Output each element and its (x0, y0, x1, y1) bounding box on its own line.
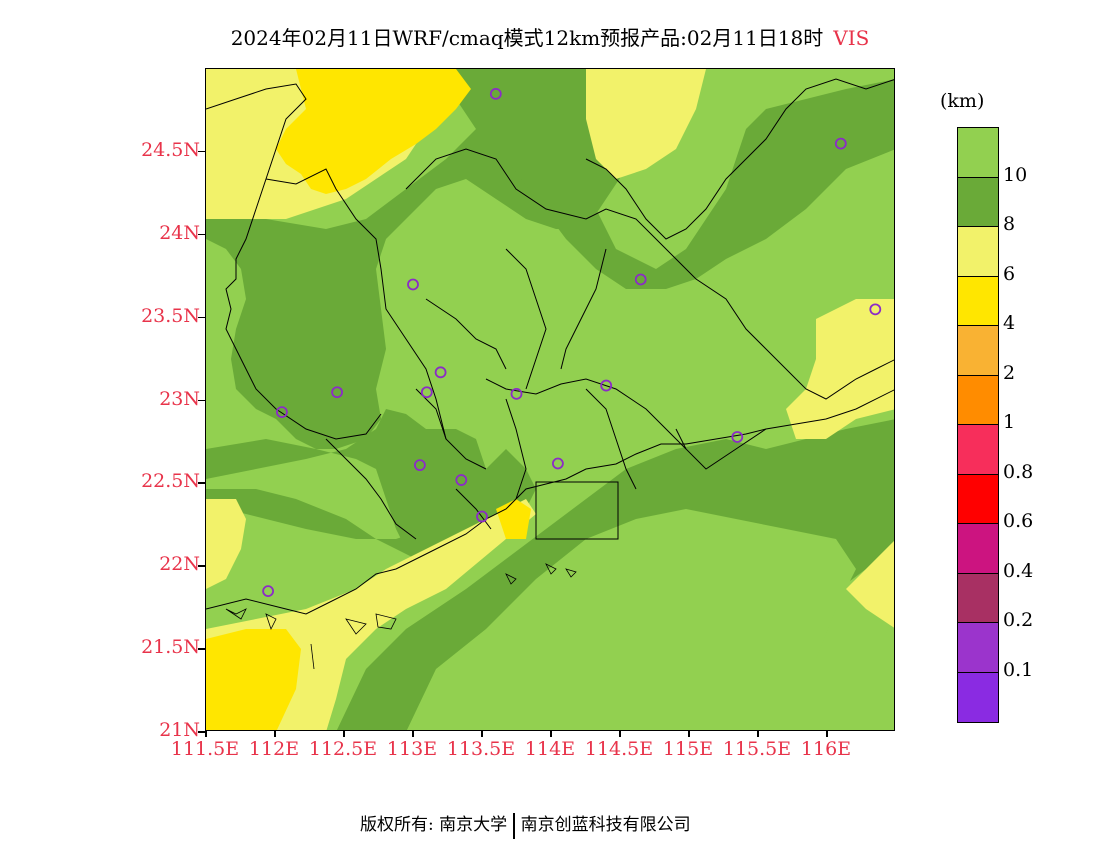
footer-separator (513, 812, 515, 839)
station-marker (634, 273, 647, 286)
colorbar-label: 0.8 (1003, 460, 1034, 483)
coastline (206, 389, 894, 615)
lon-tick (274, 731, 276, 737)
lon-tick (550, 731, 552, 737)
station-marker (455, 474, 468, 486)
colorbar-label: 8 (1003, 213, 1016, 235)
colorbar-segment (958, 623, 998, 673)
lat-tick (198, 731, 205, 733)
lat-label: 23N (159, 387, 200, 410)
colorbar-segment (958, 425, 998, 475)
station-marker (869, 303, 882, 316)
lat-label: 24N (159, 221, 200, 244)
lon-tick (619, 731, 621, 737)
colorbar-segment (958, 128, 998, 178)
lon-tick (757, 731, 759, 737)
lat-tick (198, 399, 205, 401)
company-name: 南京创蓝科技有限公司 (520, 815, 691, 835)
station-marker (551, 457, 564, 470)
station-marker (834, 137, 847, 150)
lon-tick (826, 731, 828, 737)
colorbar-segment (958, 177, 998, 227)
station-marker (276, 406, 288, 419)
copyright-footer: 版权所有: 南京大学 南京创蓝科技有限公司 (360, 810, 691, 839)
vis-band-6-8-west (206, 499, 246, 589)
lon-label: 115.5E (722, 738, 792, 760)
lon-label: 116E (800, 738, 852, 760)
colorbar-label: 4 (1003, 312, 1016, 334)
station-marker (489, 87, 502, 100)
vis-band-8-10-north (456, 69, 894, 289)
lat-tick (198, 482, 205, 484)
lon-label: 113E (386, 738, 438, 760)
colorbar-segment (958, 573, 998, 623)
islands (225, 563, 577, 670)
station-marker (510, 387, 523, 400)
lat-label: 21.5N (141, 636, 200, 659)
lat-tick (198, 150, 205, 153)
vis-patch-gt10-sea (406, 509, 856, 730)
lat-tick (198, 316, 205, 319)
colorbar-unit: (km) (940, 90, 985, 112)
colorbar-segment (958, 326, 998, 376)
colorbar-segment (958, 474, 998, 524)
station-marker (476, 510, 488, 523)
colorbar-segment (958, 375, 998, 425)
vis-band-4-6-coast (496, 499, 531, 539)
monitoring-stations (262, 87, 882, 598)
station-marker (262, 585, 274, 598)
lat-tick (198, 233, 205, 236)
lon-tick (412, 731, 414, 737)
lat-label: 23.5N (141, 304, 200, 327)
lon-tick (205, 731, 207, 737)
colorbar-label: 2 (1003, 361, 1016, 384)
colorbar-segment (958, 524, 998, 574)
station-marker (413, 459, 426, 472)
lat-label: 24.5N (141, 138, 200, 161)
vis-band-8-10-sw (206, 409, 506, 549)
lon-label: 112.5E (308, 738, 378, 760)
lon-label: 113.5E (446, 738, 516, 760)
lat-label: 22.5N (141, 470, 200, 493)
lon-tick (481, 731, 483, 737)
station-marker (600, 379, 613, 392)
colorbar-label: 1 (1003, 411, 1016, 433)
lon-tick (343, 731, 345, 737)
chart-title: 2024年02月11日WRF/cmaq模式12km预报产品:02月11日18时 V… (0, 22, 1100, 51)
colorbar-segment (958, 227, 998, 277)
lat-tick (198, 565, 205, 567)
lat-label: 22N (159, 553, 200, 576)
station-marker (407, 278, 419, 291)
lon-tick (688, 731, 690, 737)
lon-label: 114.5E (584, 738, 654, 760)
lon-label: 115E (662, 738, 714, 760)
station-marker (420, 386, 433, 399)
visibility-map (205, 68, 895, 731)
lat-tick (198, 648, 205, 650)
title-text: 2024年02月11日WRF/cmaq模式12km预报产品:02月11日18时 (230, 26, 824, 50)
station-marker (434, 366, 447, 379)
vis-band-6-8-ne (586, 69, 706, 179)
colorbar-label: 6 (1003, 262, 1016, 285)
lat-label: 21N (159, 719, 200, 741)
colorbar-segment (958, 276, 998, 326)
colorbar-segment (958, 672, 998, 722)
map-canvas (206, 69, 894, 730)
colorbar-label: 0.4 (1003, 559, 1034, 582)
lon-label: 112E (248, 738, 300, 760)
colorbar-label: 0.1 (1003, 658, 1034, 681)
copyright-owner: 版权所有: 南京大学 (360, 815, 508, 835)
colorbar-label: 10 (1003, 163, 1028, 186)
lon-label: 114E (524, 738, 576, 760)
station-marker (731, 431, 744, 443)
colorbar (957, 127, 999, 723)
station-marker (331, 386, 344, 399)
colorbar-label: 0.6 (1003, 510, 1034, 532)
vis-band-4-6-north (276, 69, 471, 194)
colorbar-label: 0.2 (1003, 609, 1034, 631)
vis-band-6-8-se (846, 541, 894, 628)
lon-label: 111.5E (170, 738, 240, 760)
variable-name: VIS (833, 26, 870, 50)
vis-band-4-6-sw (206, 629, 301, 730)
